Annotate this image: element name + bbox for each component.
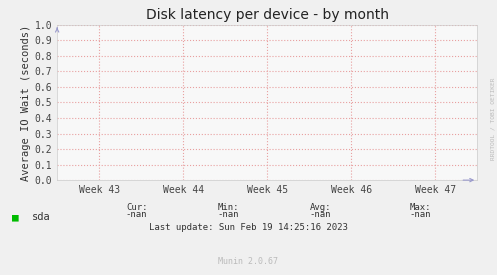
- Text: Min:: Min:: [218, 204, 240, 212]
- Text: ■: ■: [12, 212, 19, 222]
- Text: -nan: -nan: [126, 210, 148, 219]
- Y-axis label: Average IO Wait (seconds): Average IO Wait (seconds): [20, 24, 30, 181]
- Title: Disk latency per device - by month: Disk latency per device - by month: [146, 8, 389, 22]
- Text: RRDTOOL / TOBI OETIKER: RRDTOOL / TOBI OETIKER: [491, 77, 496, 160]
- Text: Max:: Max:: [409, 204, 431, 212]
- Text: sda: sda: [32, 212, 51, 222]
- Text: Avg:: Avg:: [310, 204, 331, 212]
- Text: Last update: Sun Feb 19 14:25:16 2023: Last update: Sun Feb 19 14:25:16 2023: [149, 223, 348, 232]
- Text: -nan: -nan: [310, 210, 331, 219]
- Text: Munin 2.0.67: Munin 2.0.67: [219, 257, 278, 266]
- Text: -nan: -nan: [218, 210, 240, 219]
- Text: -nan: -nan: [409, 210, 431, 219]
- Text: Cur:: Cur:: [126, 204, 148, 212]
